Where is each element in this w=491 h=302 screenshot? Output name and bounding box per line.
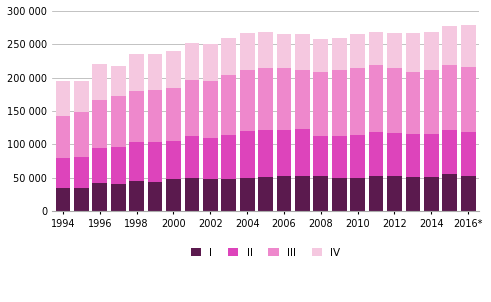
Bar: [55, 158, 70, 188]
Bar: [387, 133, 402, 176]
Bar: [203, 138, 218, 179]
Bar: [313, 136, 328, 176]
Bar: [350, 68, 365, 135]
Bar: [424, 70, 438, 134]
Bar: [442, 174, 457, 211]
Bar: [55, 81, 70, 116]
Bar: [387, 176, 402, 211]
Bar: [442, 26, 457, 65]
Bar: [424, 134, 438, 177]
Bar: [111, 147, 126, 184]
Bar: [203, 44, 218, 81]
Bar: [295, 176, 310, 211]
Bar: [74, 157, 89, 188]
Bar: [313, 176, 328, 211]
Bar: [406, 33, 420, 72]
Bar: [332, 38, 347, 70]
Bar: [221, 135, 236, 179]
Bar: [258, 130, 273, 177]
Bar: [129, 181, 144, 211]
Bar: [203, 81, 218, 138]
Bar: [148, 142, 163, 182]
Bar: [240, 131, 254, 178]
Bar: [276, 130, 291, 176]
Bar: [148, 90, 163, 142]
Bar: [166, 179, 181, 211]
Bar: [387, 33, 402, 68]
Bar: [185, 136, 199, 178]
Bar: [332, 70, 347, 136]
Bar: [55, 188, 70, 211]
Bar: [92, 183, 107, 211]
Bar: [221, 38, 236, 75]
Bar: [313, 72, 328, 136]
Bar: [350, 135, 365, 178]
Bar: [295, 129, 310, 176]
Bar: [295, 70, 310, 129]
Bar: [424, 177, 438, 211]
Bar: [461, 176, 475, 211]
Bar: [258, 32, 273, 68]
Bar: [406, 134, 420, 177]
Bar: [313, 39, 328, 72]
Bar: [92, 64, 107, 100]
Bar: [166, 88, 181, 141]
Bar: [276, 176, 291, 211]
Bar: [369, 176, 383, 211]
Bar: [406, 177, 420, 211]
Bar: [332, 178, 347, 211]
Bar: [461, 132, 475, 176]
Bar: [461, 25, 475, 67]
Bar: [406, 72, 420, 134]
Bar: [387, 68, 402, 133]
Bar: [369, 32, 383, 65]
Bar: [74, 188, 89, 211]
Bar: [148, 54, 163, 90]
Bar: [258, 177, 273, 211]
Bar: [442, 130, 457, 174]
Bar: [461, 67, 475, 132]
Bar: [442, 65, 457, 130]
Bar: [185, 80, 199, 136]
Bar: [240, 33, 254, 70]
Bar: [424, 32, 438, 70]
Bar: [129, 91, 144, 142]
Bar: [185, 178, 199, 211]
Bar: [203, 179, 218, 211]
Bar: [166, 141, 181, 179]
Bar: [258, 68, 273, 130]
Bar: [55, 116, 70, 158]
Bar: [295, 34, 310, 70]
Bar: [369, 132, 383, 176]
Bar: [240, 70, 254, 131]
Legend: I, II, III, IV: I, II, III, IV: [187, 243, 345, 262]
Bar: [185, 43, 199, 80]
Bar: [129, 142, 144, 181]
Bar: [332, 136, 347, 178]
Bar: [111, 184, 126, 211]
Bar: [74, 81, 89, 112]
Bar: [350, 34, 365, 68]
Bar: [129, 54, 144, 91]
Bar: [166, 51, 181, 88]
Bar: [74, 112, 89, 157]
Bar: [111, 66, 126, 96]
Bar: [276, 68, 291, 130]
Bar: [111, 96, 126, 147]
Bar: [92, 100, 107, 148]
Bar: [221, 179, 236, 211]
Bar: [276, 34, 291, 68]
Bar: [148, 182, 163, 211]
Bar: [240, 178, 254, 211]
Bar: [350, 178, 365, 211]
Bar: [221, 75, 236, 135]
Bar: [92, 148, 107, 183]
Bar: [369, 65, 383, 132]
